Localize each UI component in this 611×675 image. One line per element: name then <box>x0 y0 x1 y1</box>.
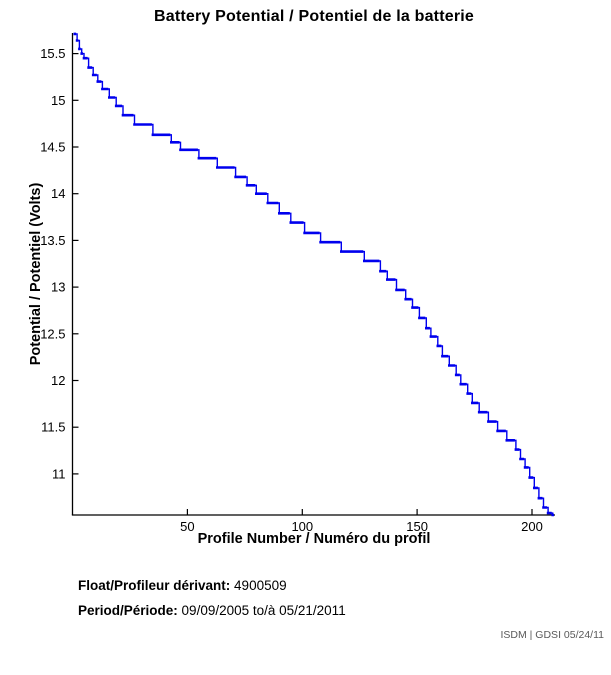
x-tick-label: 100 <box>291 519 313 534</box>
chart-title: Battery Potential / Potentiel de la batt… <box>154 8 474 25</box>
battery-potential-line <box>74 33 554 515</box>
y-tick-label: 11.5 <box>41 420 65 435</box>
y-tick-label: 15.5 <box>40 46 65 61</box>
x-axis-label: Profile Number / Numéro du profil <box>197 531 431 547</box>
y-tick-label: 11 <box>52 466 66 481</box>
watermark-text: ISDM | GDSI 05/24/11 <box>500 629 605 641</box>
period-label: Period/Période: <box>78 603 178 618</box>
y-tick-label: 12.5 <box>40 326 65 341</box>
x-tick-label: 150 <box>406 519 428 534</box>
y-tick-label: 13 <box>51 280 65 295</box>
data-point-markers <box>73 32 554 517</box>
y-tick-label: 14.5 <box>40 140 65 155</box>
x-tick-label: 200 <box>521 519 543 534</box>
y-tick-label: 13.5 <box>40 233 65 248</box>
y-tick-label: 15 <box>51 93 65 108</box>
float-id-line: Float/Profileur dérivant: 4900509 <box>78 578 287 593</box>
period-line: Period/Période: 09/09/2005 to/à 05/21/20… <box>78 603 346 618</box>
y-axis-label: Potential / Potentiel (Volts) <box>28 182 44 366</box>
float-id-value: 4900509 <box>234 578 287 593</box>
y-tick-label: 14 <box>51 186 65 201</box>
period-value: 09/09/2005 to/à 05/21/2011 <box>181 603 346 618</box>
float-id-label: Float/Profileur dérivant: <box>78 578 231 593</box>
y-tick-label: 12 <box>51 373 65 388</box>
x-tick-label: 50 <box>180 519 194 534</box>
